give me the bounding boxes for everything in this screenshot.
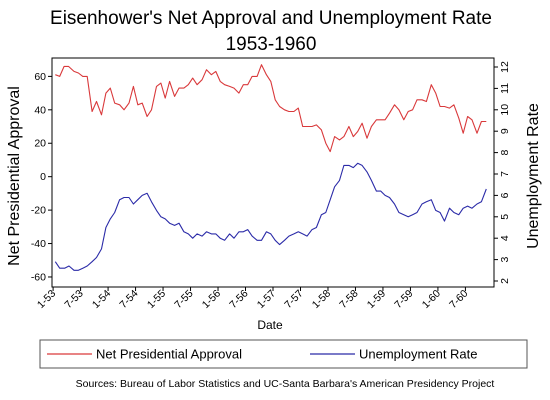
y-left-axis-title: Net Presidential Approval <box>6 86 23 266</box>
y-right-tick-label: 5 <box>499 214 511 220</box>
y-left-tick-label: -40 <box>31 238 46 250</box>
y-right-tick-label: 4 <box>499 235 511 241</box>
y-right-axis-title: Unemployment Rate <box>525 103 542 249</box>
y-left-tick-label: 0 <box>40 171 46 183</box>
x-tick-label: 1-58 <box>310 288 333 311</box>
x-tick-label: 1-55 <box>145 288 168 311</box>
y-right-tick-label: 11 <box>499 83 511 94</box>
x-tick-label: 1-57 <box>255 288 278 311</box>
x-tick-label: 7-59 <box>392 288 415 311</box>
legend: Net Presidential Approval Unemployment R… <box>39 339 528 369</box>
legend-box <box>39 339 528 369</box>
y-right-tick-label: 10 <box>499 104 511 116</box>
y-right-tick-label: 8 <box>499 150 511 156</box>
y-left-tick-label: -60 <box>31 271 46 283</box>
x-tick-label: 7-58 <box>337 288 360 311</box>
y-right-tick-label: 9 <box>499 128 511 134</box>
y-right-tick-label: 7 <box>499 171 511 177</box>
chart-subtitle: 1953-1960 <box>226 34 317 55</box>
x-tick-label: 1-59 <box>365 288 388 311</box>
y-left-tick-label: 40 <box>34 104 46 116</box>
y-right-tick-label: 12 <box>499 61 511 73</box>
x-tick-label: 7-53 <box>62 288 85 311</box>
y-left-tick-label: 60 <box>34 71 46 83</box>
y-left-tick-label: -20 <box>31 205 46 217</box>
unemployment-rate-line <box>54 162 487 271</box>
x-tick-label: 1-53 <box>35 288 58 311</box>
net-approval-line <box>55 64 487 153</box>
x-tick-label: 1-56 <box>200 288 223 311</box>
chart-title: Eisenhower's Net Approval and Unemployme… <box>50 8 492 29</box>
x-tick-label: 7-57 <box>282 288 305 311</box>
y-right-tick-label: 3 <box>499 257 511 263</box>
x-tick-label: 7-60 <box>447 288 470 311</box>
y-right-tick-label: 6 <box>499 192 511 198</box>
y-right-tick-label: 2 <box>499 278 511 284</box>
legend-label-approval: Net Presidential Approval <box>96 347 242 362</box>
x-tick-label: 7-55 <box>172 288 195 311</box>
x-tick-label: 1-54 <box>90 288 113 311</box>
source-note: Sources: Bureau of Labor Statistics and … <box>76 378 495 390</box>
y-left-tick-label: 20 <box>34 138 46 150</box>
x-tick-label: 7-56 <box>227 288 250 311</box>
legend-label-unemployment: Unemployment Rate <box>359 347 478 362</box>
x-tick-label: 1-60 <box>420 288 443 311</box>
x-axis-title: Date <box>257 318 283 332</box>
x-tick-label: 7-54 <box>117 288 140 311</box>
